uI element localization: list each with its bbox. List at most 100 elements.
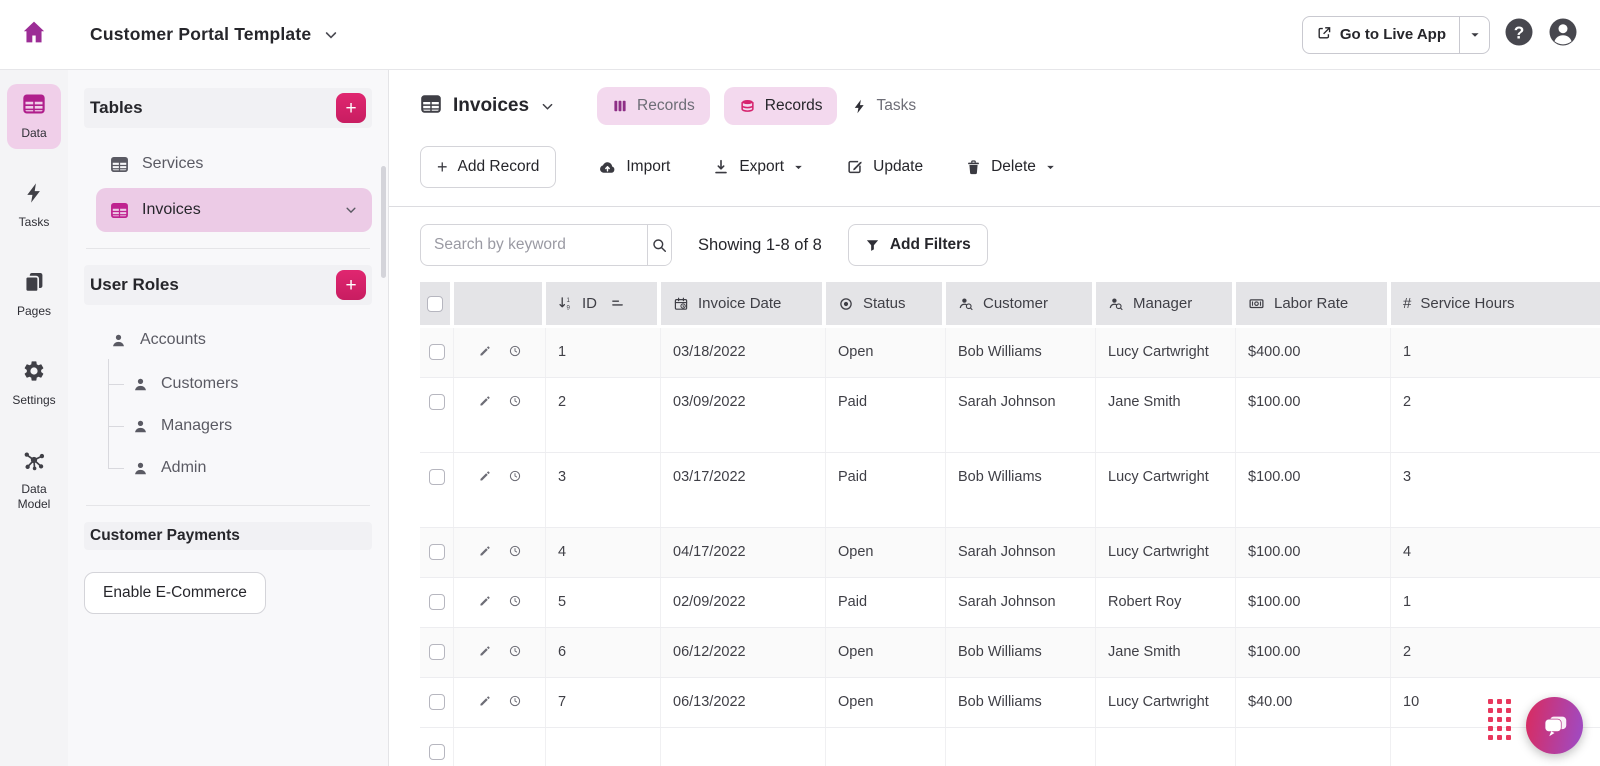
database-icon	[739, 98, 756, 115]
table-icon	[22, 92, 46, 121]
field-menu-icon[interactable]	[610, 296, 625, 311]
question-circle-icon: ?	[1504, 17, 1534, 52]
account-button[interactable]	[1548, 17, 1578, 52]
avatar-icon	[1548, 17, 1578, 52]
export-button[interactable]: Export	[712, 158, 804, 176]
cell-service-hours: 2	[1403, 394, 1412, 410]
row-checkbox[interactable]	[428, 394, 445, 410]
search-button[interactable]	[647, 225, 671, 265]
go-to-live-app-button[interactable]: Go to Live App	[1301, 15, 1490, 54]
live-app-dropdown-caret[interactable]	[1459, 16, 1489, 53]
row-checkbox[interactable]	[428, 594, 445, 610]
cell-invoice-date: 06/12/2022	[661, 628, 826, 677]
sidebar-item-managers[interactable]: Managers	[108, 405, 372, 447]
sidebar-item-services[interactable]: Services	[96, 142, 372, 186]
edit-record-icon[interactable]	[478, 644, 492, 677]
pages-icon	[22, 270, 46, 299]
add-filters-button[interactable]: Add Filters	[847, 224, 988, 266]
record-history-icon[interactable]	[508, 394, 522, 452]
cell-invoice-date: 04/17/2022	[661, 528, 826, 577]
enable-ecommerce-button[interactable]: Enable E-Commerce	[84, 572, 266, 614]
row-checkbox[interactable]	[428, 469, 445, 485]
record-history-icon[interactable]	[508, 469, 522, 527]
import-button[interactable]: Import	[598, 158, 670, 177]
record-history-icon[interactable]	[508, 544, 522, 577]
column-header-customer[interactable]: Customer	[946, 282, 1096, 325]
column-header-service-hours[interactable]: # Service Hours	[1391, 282, 1600, 325]
sidebar-item-accounts[interactable]: Accounts	[96, 319, 372, 361]
cell-manager: Lucy Cartwright	[1096, 528, 1236, 577]
sidebar-item-pages[interactable]: Pages	[7, 262, 61, 327]
cloud-upload-icon	[598, 158, 617, 177]
home-button[interactable]	[0, 19, 68, 50]
person-search-icon	[1108, 296, 1124, 312]
sidebar-item-invoices[interactable]: Invoices	[96, 188, 372, 232]
tab-records-data[interactable]: Records	[723, 87, 838, 125]
app-title-chevron-down-icon[interactable]	[323, 27, 339, 43]
sidebar-item-settings[interactable]: Settings	[5, 351, 62, 416]
search-input[interactable]	[421, 225, 647, 265]
record-history-icon[interactable]	[508, 694, 522, 727]
cell-labor-rate: $100.00	[1236, 378, 1391, 452]
cell-service-hours: 10	[1403, 694, 1420, 710]
primary-nav-rail: Data Tasks Pages Settings Data Model	[0, 70, 68, 766]
edit-record-icon[interactable]	[478, 594, 492, 627]
record-history-icon[interactable]	[508, 594, 522, 627]
widget-drag-handle[interactable]	[1488, 699, 1511, 740]
cell-service-hours: 2	[1403, 644, 1412, 660]
cell-customer: Sarah Johnson	[946, 378, 1096, 452]
rail-label-settings: Settings	[12, 393, 56, 407]
cell-invoice-date: 03/18/2022	[661, 328, 826, 377]
svg-text:1: 1	[566, 297, 570, 304]
table-row: 1 03/18/2022 Open Bob Williams Lucy Cart…	[420, 328, 1600, 378]
cell-manager: Jane Smith	[1096, 628, 1236, 677]
edit-record-icon[interactable]	[478, 544, 492, 577]
edit-record-icon[interactable]	[478, 394, 492, 452]
row-checkbox[interactable]	[428, 344, 445, 360]
add-user-role-button[interactable]: +	[336, 270, 366, 300]
customers-label: Customers	[161, 375, 239, 392]
export-label: Export	[739, 158, 785, 175]
chevron-down-icon[interactable]	[344, 203, 358, 217]
table-icon	[111, 156, 128, 172]
table-title-dropdown[interactable]: Invoices	[420, 93, 555, 120]
sidebar-item-tasks[interactable]: Tasks	[7, 173, 61, 238]
add-table-button[interactable]: +	[336, 93, 366, 123]
edit-record-icon[interactable]	[478, 469, 492, 527]
row-checkbox[interactable]	[428, 644, 445, 660]
chat-widget-button[interactable]	[1526, 697, 1583, 754]
caret-down-icon	[1045, 162, 1056, 173]
tab-tasks[interactable]: Tasks	[851, 97, 916, 115]
sidebar-scrollbar[interactable]	[381, 166, 386, 278]
delete-button[interactable]: Delete	[965, 158, 1056, 176]
row-checkbox[interactable]	[428, 544, 445, 560]
sidebar-item-data[interactable]: Data	[7, 84, 61, 149]
table-row-partial	[420, 728, 1600, 766]
cell-status: Open	[826, 328, 946, 377]
managers-label: Managers	[161, 417, 233, 434]
edit-record-icon[interactable]	[478, 694, 492, 727]
help-button[interactable]: ?	[1504, 17, 1534, 52]
hash-icon: #	[1403, 295, 1412, 312]
edit-record-icon[interactable]	[478, 344, 492, 377]
column-header-labor-rate[interactable]: Labor Rate	[1236, 282, 1391, 325]
select-all-checkbox[interactable]	[427, 295, 443, 312]
table-row: 3 03/17/2022 Paid Bob Williams Lucy Cart…	[420, 453, 1600, 528]
sidebar-item-customers[interactable]: Customers	[108, 363, 372, 405]
add-record-button[interactable]: + Add Record	[420, 146, 557, 188]
column-header-status[interactable]: Status	[826, 282, 946, 325]
record-history-icon[interactable]	[508, 644, 522, 677]
sidebar-item-data-model[interactable]: Data Model	[0, 440, 68, 520]
row-checkbox[interactable]	[428, 694, 445, 710]
record-history-icon[interactable]	[508, 344, 522, 377]
tab-records-fields[interactable]: Records	[597, 87, 710, 125]
sidebar-item-admin[interactable]: Admin	[108, 447, 372, 489]
column-header-invoice-date[interactable]: Invoice Date	[661, 282, 826, 325]
cell-labor-rate: $40.00	[1236, 678, 1391, 727]
person-icon	[135, 378, 146, 390]
column-header-manager[interactable]: Manager	[1096, 282, 1236, 325]
row-checkbox[interactable]	[428, 744, 445, 760]
update-button[interactable]: Update	[846, 158, 923, 176]
